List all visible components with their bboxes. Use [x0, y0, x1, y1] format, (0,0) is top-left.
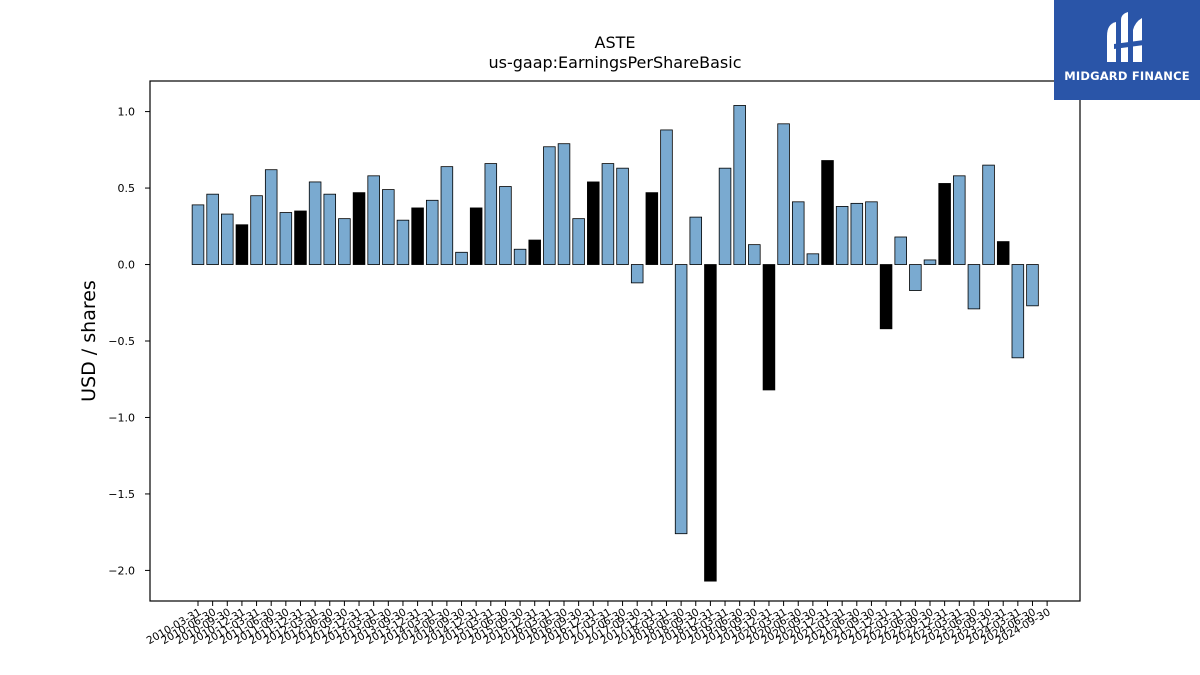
bar-2022-12-31: [938, 183, 951, 265]
bar-2017-12-31: [645, 192, 659, 265]
bar-2023-12-31: [996, 241, 1010, 265]
bar-2018-06-30: [674, 264, 688, 535]
bar-2015-03-31: [484, 163, 498, 265]
bar-2019-03-31: [718, 167, 732, 265]
bar-2019-09-30: [748, 244, 761, 265]
y-axis-label: USD / shares: [78, 280, 100, 402]
bar-2016-03-31: [543, 146, 556, 265]
logo-mark-icon: [1107, 12, 1144, 62]
bar-2017-03-31: [601, 163, 615, 265]
y-tick-label: −0.5: [108, 335, 135, 348]
bar-2010-03-31: [191, 204, 205, 265]
bars-group: [191, 105, 1039, 582]
bar-2013-06-30: [382, 189, 395, 265]
bar-2013-03-31: [367, 175, 380, 265]
bar-2012-09-30: [338, 218, 351, 265]
bar-2012-12-31: [352, 192, 366, 265]
bar-2022-09-30: [923, 259, 937, 265]
bar-2024-03-31: [1011, 264, 1025, 359]
bar-2022-03-31: [894, 236, 907, 265]
bar-2013-09-30: [396, 219, 410, 265]
bar-2015-09-30: [513, 248, 527, 265]
bar-2010-06-30: [206, 193, 219, 265]
bar-2014-09-30: [455, 251, 468, 265]
bar-2020-03-31: [777, 123, 790, 265]
bar-2010-12-31: [235, 224, 249, 265]
bar-2018-03-31: [660, 129, 673, 265]
bar-2021-03-31: [835, 206, 849, 265]
bar-2015-12-31: [528, 239, 541, 265]
bar-2015-06-30: [499, 186, 512, 265]
bar-2011-09-30: [279, 212, 293, 265]
bar-2014-06-30: [440, 166, 454, 265]
plot-frame: [149, 80, 1081, 602]
bar-2023-06-30: [967, 264, 981, 310]
logo-text: MIDGARD FINANCE: [1064, 69, 1190, 83]
chart-subtitle: us-gaap:EarningsPerShareBasic: [488, 53, 741, 72]
y-tick-label: 0.0: [118, 259, 136, 272]
bar-2020-09-30: [806, 253, 820, 265]
bar-2023-03-31: [953, 175, 966, 265]
bar-2017-06-30: [616, 167, 629, 265]
bar-2021-06-30: [850, 202, 864, 265]
bar-2024-06-30: [1026, 264, 1039, 307]
bar-2019-06-30: [733, 105, 746, 265]
bar-2023-09-30: [982, 164, 995, 265]
bar-2020-06-30: [791, 201, 805, 265]
bar-2010-09-30: [221, 213, 234, 265]
bar-2019-12-31: [762, 264, 776, 391]
bar-2016-09-30: [572, 218, 585, 265]
bar-2022-06-30: [909, 264, 922, 291]
y-tick-label: −2.0: [108, 564, 135, 577]
bar-2017-09-30: [630, 264, 644, 284]
bar-2011-03-31: [250, 195, 263, 265]
y-tick-label: −1.0: [108, 411, 135, 424]
bar-2021-12-31: [879, 264, 893, 330]
bar-2016-12-31: [587, 181, 600, 265]
bar-2013-12-31: [411, 207, 424, 265]
bar-2014-03-31: [425, 199, 439, 265]
bar-2021-09-30: [865, 201, 878, 265]
bar-2018-09-30: [689, 216, 703, 265]
bar-2012-03-31: [308, 181, 322, 265]
x-axis: 2010-03-312010-06-302010-09-302010-12-31…: [145, 601, 1053, 647]
y-axis: 1.0 0.5 0.0 −0.5 −1.0 −1.5 −2.0: [108, 106, 150, 577]
bar-2016-06-30: [557, 143, 571, 265]
bar-2018-12-31: [704, 264, 717, 582]
bar-2012-06-30: [323, 193, 337, 265]
bar-2011-06-30: [264, 169, 278, 265]
y-tick-label: −1.5: [108, 488, 135, 501]
midgard-finance-logo: MIDGARD FINANCE: [1054, 0, 1200, 100]
bar-2020-12-31: [821, 160, 834, 265]
y-tick-label: 1.0: [118, 106, 136, 119]
chart-title: ASTE: [595, 33, 636, 52]
bar-2014-12-31: [469, 207, 483, 265]
bar-2011-12-31: [294, 210, 307, 265]
y-tick-label: 0.5: [118, 182, 136, 195]
